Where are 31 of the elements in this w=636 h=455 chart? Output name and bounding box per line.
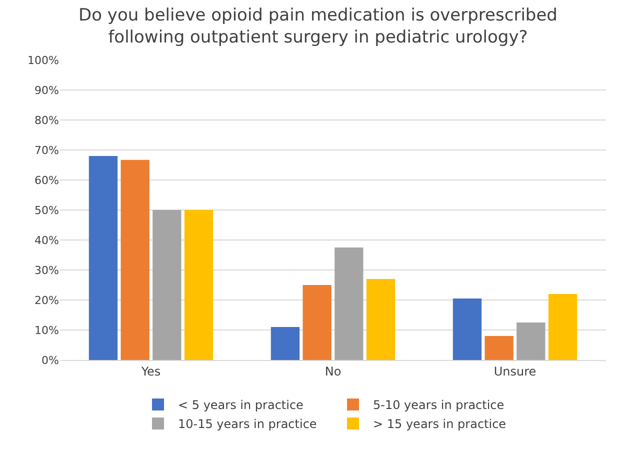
x-tick-label: No: [324, 364, 342, 378]
bar: [334, 248, 364, 360]
y-tick-label: 30%: [34, 264, 59, 277]
legend-label: > 15 years in practice: [373, 417, 506, 432]
y-tick-label: 70%: [34, 144, 59, 157]
y-tick-label: 80%: [34, 114, 59, 127]
y-tick-label: 20%: [34, 294, 59, 307]
bar: [484, 336, 514, 360]
bar: [516, 322, 546, 360]
y-tick-label: 90%: [34, 84, 59, 97]
y-tick-label: 10%: [34, 324, 59, 337]
bar: [88, 156, 118, 360]
y-tick-label: 50%: [34, 204, 59, 217]
bar: [452, 298, 482, 360]
x-tick-label: Yes: [140, 364, 161, 378]
y-tick-label: 40%: [34, 234, 59, 247]
bar: [152, 210, 182, 360]
bar: [366, 279, 396, 360]
bar: [548, 294, 578, 360]
legend-label: < 5 years in practice: [178, 398, 304, 412]
y-tick-label: 100%: [28, 54, 59, 67]
legend-label: 10-15 years in practice: [178, 417, 317, 432]
bar: [184, 210, 214, 360]
bar: [270, 327, 300, 360]
bar: [302, 285, 332, 360]
legend-label: 5-10 years in practice: [373, 398, 504, 412]
chart-title: Do you believe opioid pain medication is overprescribed following outpatient surgery in pediatric urology?: [78, 5, 558, 48]
x-tick-label: Unsure: [494, 364, 536, 378]
y-tick-label: 0%: [42, 354, 59, 367]
y-tick-label: 60%: [34, 174, 59, 187]
bar: [120, 160, 150, 360]
